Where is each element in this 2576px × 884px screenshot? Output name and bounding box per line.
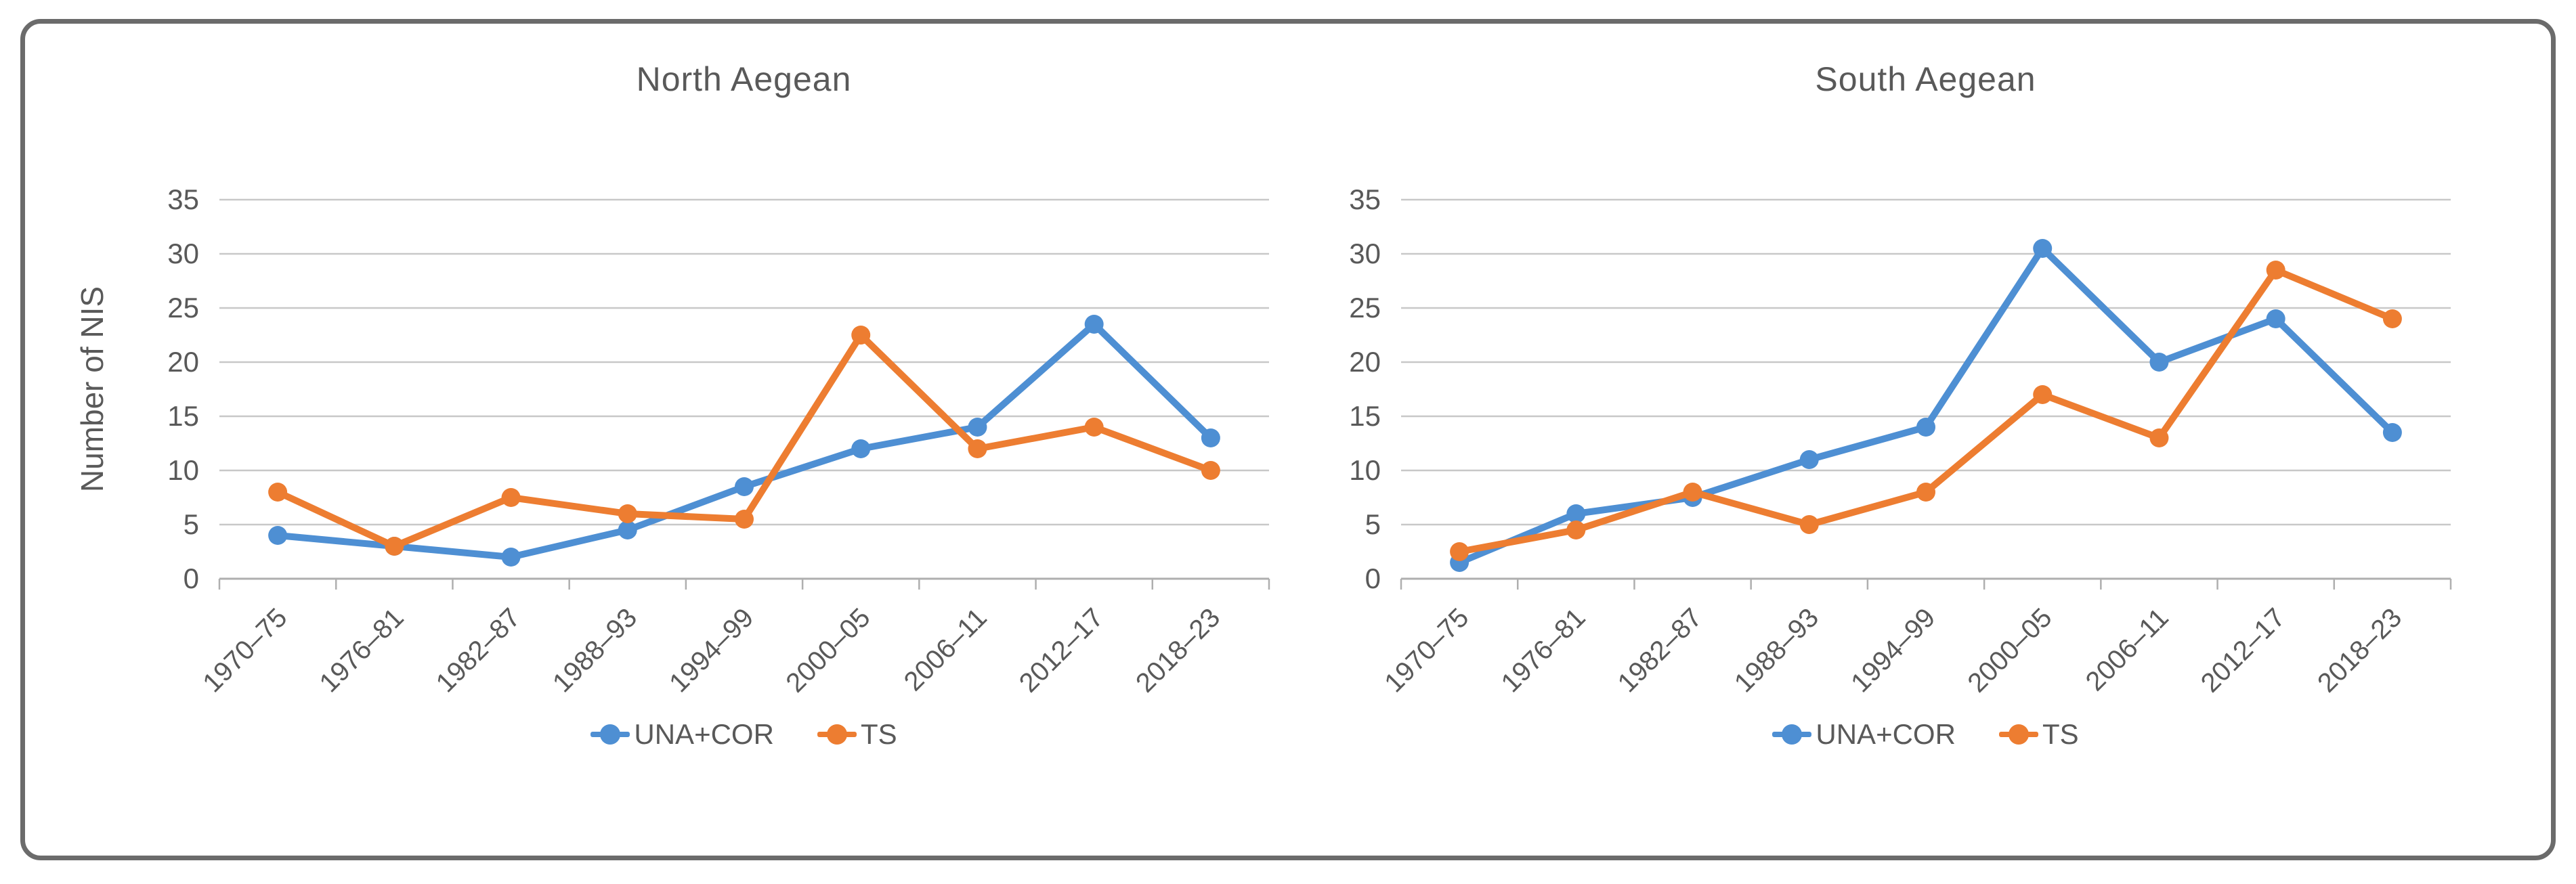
svg-text:1976–81: 1976–81 [1495,602,1591,698]
svg-text:2018–23: 2018–23 [1130,602,1226,698]
legend-item-ts: TS [817,718,897,751]
svg-text:15: 15 [1349,400,1381,432]
svg-text:0: 0 [183,562,198,594]
svg-text:20: 20 [167,346,199,378]
legend-label-ts: TS [860,718,897,750]
figure-frame: North Aegean 0 5 10 15 20 25 30 35 1970–75 1976–8… [20,19,2556,860]
svg-text:5: 5 [1365,508,1380,540]
svg-text:0: 0 [1365,562,1380,594]
svg-text:35: 35 [1349,183,1381,215]
ts-series-marker-icon [817,721,857,748]
svg-text:1988–93: 1988–93 [1728,602,1824,698]
svg-text:1994–99: 1994–99 [664,602,759,698]
svg-text:2012–17: 2012–17 [1013,602,1109,698]
svg-text:1970–75: 1970–75 [1379,602,1474,698]
svg-text:20: 20 [1349,346,1381,378]
line-plot-north: 0 5 10 15 20 25 30 35 1970–75 1976–81 1982–87 1988–… [74,183,1270,698]
svg-text:2000–05: 2000–05 [1962,602,2057,698]
svg-text:5: 5 [183,508,198,540]
svg-text:1988–93: 1988–93 [546,602,642,698]
charts-row: North Aegean 0 5 10 15 20 25 30 35 1970–75 1976–8… [25,24,2551,856]
legend-north: UNA+COR TS [591,715,897,753]
svg-text:2000–05: 2000–05 [780,602,876,698]
legend-item-una-cor: UNA+COR [1772,718,1956,751]
svg-text:1982–87: 1982–87 [430,602,525,698]
svg-text:1970–75: 1970–75 [197,602,293,698]
legend-item-una-cor: UNA+COR [591,718,774,751]
svg-text:35: 35 [167,183,199,215]
legend-south: UNA+COR TS [1772,715,2079,753]
svg-text:2012–17: 2012–17 [2195,602,2290,698]
svg-text:1982–87: 1982–87 [1612,602,1707,698]
svg-text:1994–99: 1994–99 [1845,602,1941,698]
chart-south-aegean: South Aegean 0 5 10 15 20 25 30 35 1970–75 1976–8… [1291,53,2527,856]
svg-text:30: 30 [167,238,199,269]
svg-text:1976–81: 1976–81 [314,602,409,698]
svg-text:2006–11: 2006–11 [898,602,992,697]
svg-text:Number of NIS: Number of NIS [74,286,110,492]
svg-text:25: 25 [167,292,199,324]
svg-text:25: 25 [1349,292,1381,324]
legend-item-ts: TS [1998,718,2079,751]
chart-title-north: North Aegean [636,60,852,98]
svg-text:2018–23: 2018–23 [2312,602,2407,698]
una-cor-series-marker-icon [591,721,630,748]
legend-label-una-cor: UNA+COR [1816,718,1956,750]
chart-north-aegean: North Aegean 0 5 10 15 20 25 30 35 1970–75 1976–8… [55,53,1291,856]
una-cor-series-marker-icon [1772,721,1812,748]
chart-title-south: South Aegean [1815,60,2036,98]
line-plot-south: 0 5 10 15 20 25 30 35 1970–75 1976–81 1982–87 1988–… [1349,183,2451,698]
svg-text:2006–11: 2006–11 [2080,602,2174,697]
svg-text:10: 10 [167,454,199,486]
svg-text:15: 15 [167,400,199,432]
legend-label-una-cor: UNA+COR [634,718,774,750]
legend-label-ts: TS [2042,718,2079,750]
svg-text:30: 30 [1349,238,1381,269]
svg-text:10: 10 [1349,454,1381,486]
ts-series-marker-icon [1998,721,2038,748]
